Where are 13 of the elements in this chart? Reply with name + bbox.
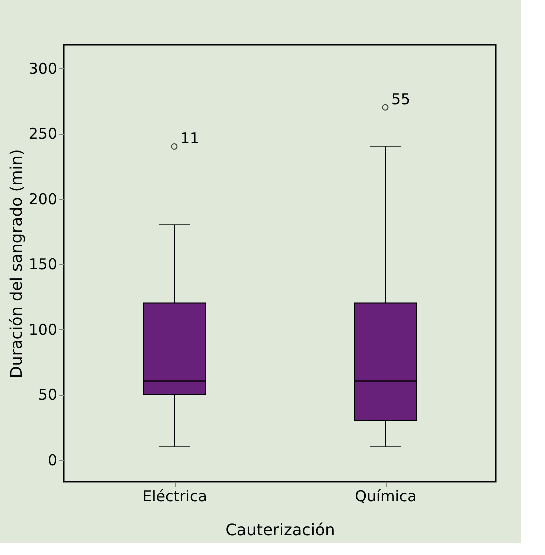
- y-tick-label: 200: [28, 190, 58, 208]
- y-tick-label: 300: [28, 60, 58, 78]
- x-tick-label: Eléctrica: [142, 488, 208, 506]
- y-axis-title: Duración del sangrado (min): [6, 149, 26, 379]
- y-tick-label: 0: [48, 451, 58, 470]
- y-tick-label: 100: [28, 320, 58, 339]
- x-axis-title: Cauterización: [226, 520, 336, 540]
- y-tick-label: 250: [28, 125, 58, 144]
- x-tick-label: Química: [355, 488, 417, 506]
- y-tick-label: 50: [38, 386, 58, 404]
- y-tick-label: 150: [28, 256, 58, 274]
- annotation: 55: [392, 90, 411, 109]
- annotation: 11: [180, 130, 200, 148]
